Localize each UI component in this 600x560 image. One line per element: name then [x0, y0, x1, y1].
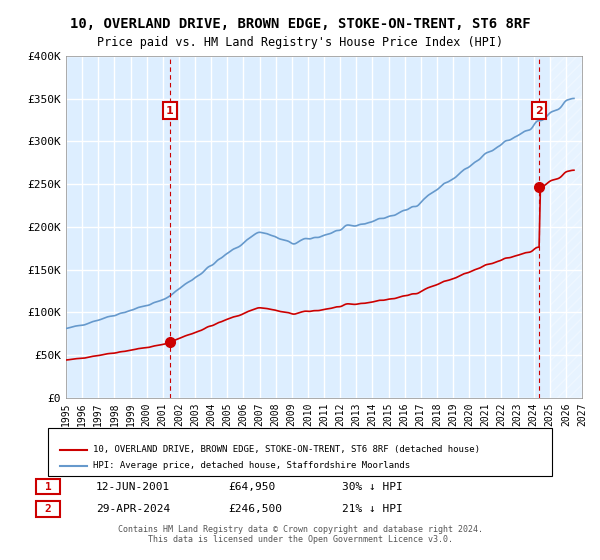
- Text: 1: 1: [166, 106, 174, 116]
- Text: Contains HM Land Registry data © Crown copyright and database right 2024.
This d: Contains HM Land Registry data © Crown c…: [118, 525, 482, 544]
- Text: £64,950: £64,950: [228, 482, 275, 492]
- Text: 30% ↓ HPI: 30% ↓ HPI: [342, 482, 403, 492]
- Text: Price paid vs. HM Land Registry's House Price Index (HPI): Price paid vs. HM Land Registry's House …: [97, 36, 503, 49]
- Text: 12-JUN-2001: 12-JUN-2001: [96, 482, 170, 492]
- Text: 2: 2: [44, 504, 52, 514]
- Bar: [550, 56, 590, 398]
- Text: £246,500: £246,500: [228, 504, 282, 514]
- Text: 10, OVERLAND DRIVE, BROWN EDGE, STOKE-ON-TRENT, ST6 8RF: 10, OVERLAND DRIVE, BROWN EDGE, STOKE-ON…: [70, 17, 530, 31]
- Text: 2: 2: [535, 106, 543, 116]
- Text: HPI: Average price, detached house, Staffordshire Moorlands: HPI: Average price, detached house, Staf…: [93, 461, 410, 470]
- Text: 29-APR-2024: 29-APR-2024: [96, 504, 170, 514]
- Bar: [550, 56, 590, 398]
- Text: 21% ↓ HPI: 21% ↓ HPI: [342, 504, 403, 514]
- Text: 10, OVERLAND DRIVE, BROWN EDGE, STOKE-ON-TRENT, ST6 8RF (detached house): 10, OVERLAND DRIVE, BROWN EDGE, STOKE-ON…: [93, 445, 480, 454]
- Text: 1: 1: [44, 482, 52, 492]
